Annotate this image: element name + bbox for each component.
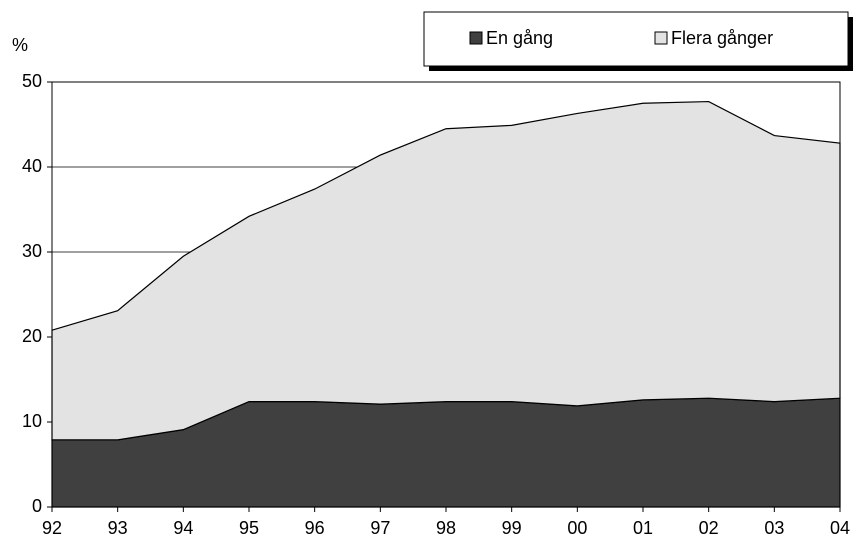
y-tick-label: 40 <box>22 156 42 176</box>
x-tick-label: 98 <box>436 518 456 538</box>
x-tick-label: 92 <box>42 518 62 538</box>
legend-label: En gång <box>486 28 553 48</box>
x-tick-label: 01 <box>633 518 653 538</box>
y-tick-label: 0 <box>32 496 42 516</box>
y-tick-label: 20 <box>22 326 42 346</box>
x-tick-label: 95 <box>239 518 259 538</box>
x-tick-label: 97 <box>370 518 390 538</box>
x-tick-label: 02 <box>699 518 719 538</box>
x-tick-label: 03 <box>764 518 784 538</box>
y-tick-label: 50 <box>22 71 42 91</box>
x-tick-label: 93 <box>108 518 128 538</box>
legend-swatch <box>469 31 483 45</box>
legend-swatch <box>654 31 668 45</box>
y-axis-label: % <box>12 35 28 55</box>
y-tick-label: 10 <box>22 411 42 431</box>
legend-box <box>423 11 849 67</box>
x-tick-label: 94 <box>173 518 193 538</box>
x-tick-label: 00 <box>567 518 587 538</box>
x-tick-label: 99 <box>502 518 522 538</box>
y-tick-label: 30 <box>22 241 42 261</box>
legend-label: Flera gånger <box>671 28 773 48</box>
x-tick-label: 96 <box>305 518 325 538</box>
x-tick-label: 04 <box>830 518 850 538</box>
area <box>51 100 841 441</box>
